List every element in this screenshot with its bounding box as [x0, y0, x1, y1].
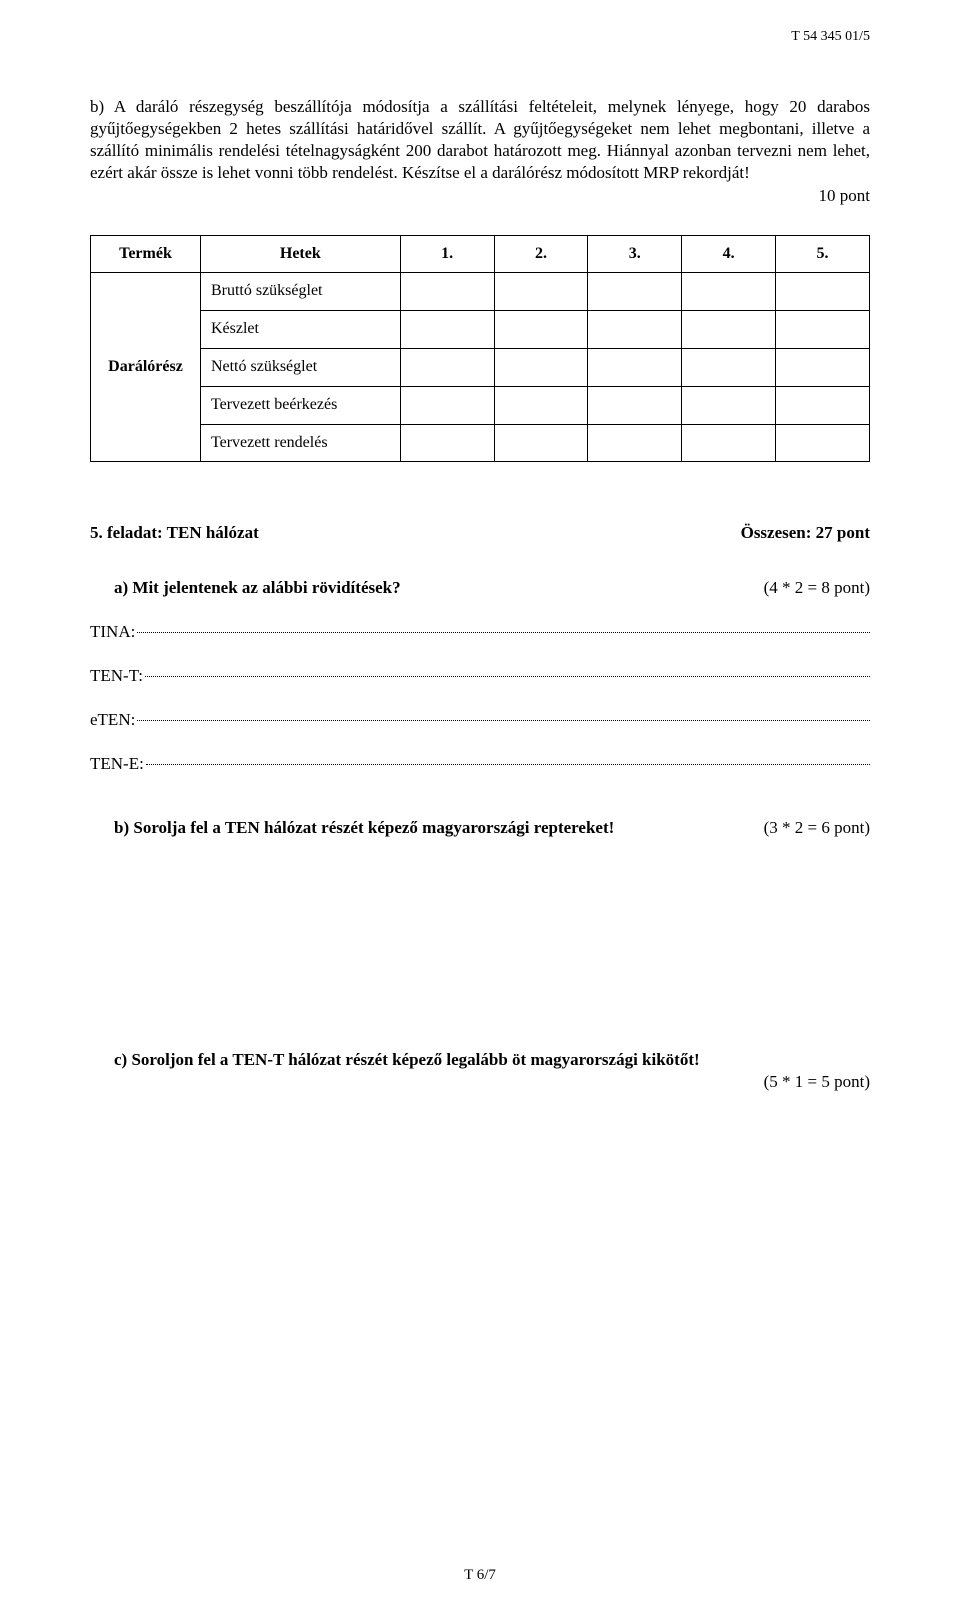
- col-header-2: 2.: [494, 235, 588, 273]
- abbrev-line-tene: TEN-E:: [90, 753, 870, 775]
- col-header-1: 1.: [400, 235, 494, 273]
- row-label-beerkezes: Tervezett beérkezés: [200, 386, 400, 424]
- col-header-4: 4.: [682, 235, 776, 273]
- mrp-table: Termék Hetek 1. 2. 3. 4. 5. Darálórész B…: [90, 235, 870, 463]
- abbrev-line-tent: TEN-T:: [90, 665, 870, 687]
- header-exam-code: T 54 345 01/5: [90, 28, 870, 46]
- abbrev-label: TEN-E:: [90, 753, 146, 775]
- question-a-text: a) Mit jelentenek az alábbi rövidítések?: [114, 577, 401, 599]
- cell: [588, 349, 682, 387]
- page-footer: T 6/7: [0, 1566, 960, 1586]
- cell: [588, 386, 682, 424]
- cell: [682, 273, 776, 311]
- cell: [400, 424, 494, 462]
- cell: [776, 349, 870, 387]
- row-label-brutto: Bruttó szükséglet: [200, 273, 400, 311]
- cell: [776, 273, 870, 311]
- task5-title: 5. feladat: TEN hálózat: [90, 522, 259, 544]
- cell: [494, 273, 588, 311]
- col-header-3: 3.: [588, 235, 682, 273]
- question-c-points: (5 * 1 = 5 pont): [114, 1071, 870, 1093]
- question-c-text: c) Soroljon fel a TEN-T hálózat részét k…: [114, 1049, 870, 1071]
- task5-heading-row: 5. feladat: TEN hálózat Összesen: 27 pon…: [90, 522, 870, 544]
- cell: [776, 311, 870, 349]
- cell: [682, 349, 776, 387]
- row-label-netto: Nettó szükséglet: [200, 349, 400, 387]
- cell: [400, 311, 494, 349]
- cell: [494, 311, 588, 349]
- col-header-termek: Termék: [91, 235, 201, 273]
- table-row: Készlet: [91, 311, 870, 349]
- table-row: Tervezett rendelés: [91, 424, 870, 462]
- cell: [400, 349, 494, 387]
- cell: [682, 424, 776, 462]
- cell: [588, 273, 682, 311]
- paragraph-b-text: b) A daráló részegység beszállítója módo…: [90, 97, 870, 182]
- task5-total: Összesen: 27 pont: [741, 522, 870, 544]
- question-a-points: (4 * 2 = 8 pont): [764, 577, 870, 599]
- paragraph-task-b: b) A daráló részegység beszállítója módo…: [90, 96, 870, 206]
- cell: [494, 424, 588, 462]
- question-c-block: c) Soroljon fel a TEN-T hálózat részét k…: [90, 1049, 870, 1093]
- dotted-fill: [137, 632, 870, 633]
- abbrev-label: TINA:: [90, 621, 137, 643]
- abbrev-line-tina: TINA:: [90, 621, 870, 643]
- cell: [588, 424, 682, 462]
- dotted-fill: [145, 676, 870, 677]
- table-row: Darálórész Bruttó szükséglet: [91, 273, 870, 311]
- cell: [494, 349, 588, 387]
- abbrev-label: eTEN:: [90, 709, 137, 731]
- dotted-fill: [146, 764, 870, 765]
- cell: [776, 386, 870, 424]
- col-header-5: 5.: [776, 235, 870, 273]
- dotted-fill: [137, 720, 870, 721]
- row-label-keszlet: Készlet: [200, 311, 400, 349]
- cell: [400, 273, 494, 311]
- table-row: Tervezett beérkezés: [91, 386, 870, 424]
- question-b-text: b) Sorolja fel a TEN hálózat részét képe…: [114, 817, 614, 839]
- abbrev-label: TEN-T:: [90, 665, 145, 687]
- abbrev-line-eten: eTEN:: [90, 709, 870, 731]
- cell: [400, 386, 494, 424]
- question-a-row: a) Mit jelentenek az alábbi rövidítések?…: [90, 577, 870, 599]
- product-label-cell: Darálórész: [91, 273, 201, 462]
- question-b-row: b) Sorolja fel a TEN hálózat részét képe…: [90, 817, 870, 839]
- paragraph-b-points: 10 pont: [90, 185, 870, 207]
- row-label-rendeles: Tervezett rendelés: [200, 424, 400, 462]
- cell: [682, 311, 776, 349]
- question-b-points: (3 * 2 = 6 pont): [764, 817, 870, 839]
- table-row: Nettó szükséglet: [91, 349, 870, 387]
- cell: [776, 424, 870, 462]
- cell: [682, 386, 776, 424]
- cell: [494, 386, 588, 424]
- col-header-hetek: Hetek: [200, 235, 400, 273]
- cell: [588, 311, 682, 349]
- table-header-row: Termék Hetek 1. 2. 3. 4. 5.: [91, 235, 870, 273]
